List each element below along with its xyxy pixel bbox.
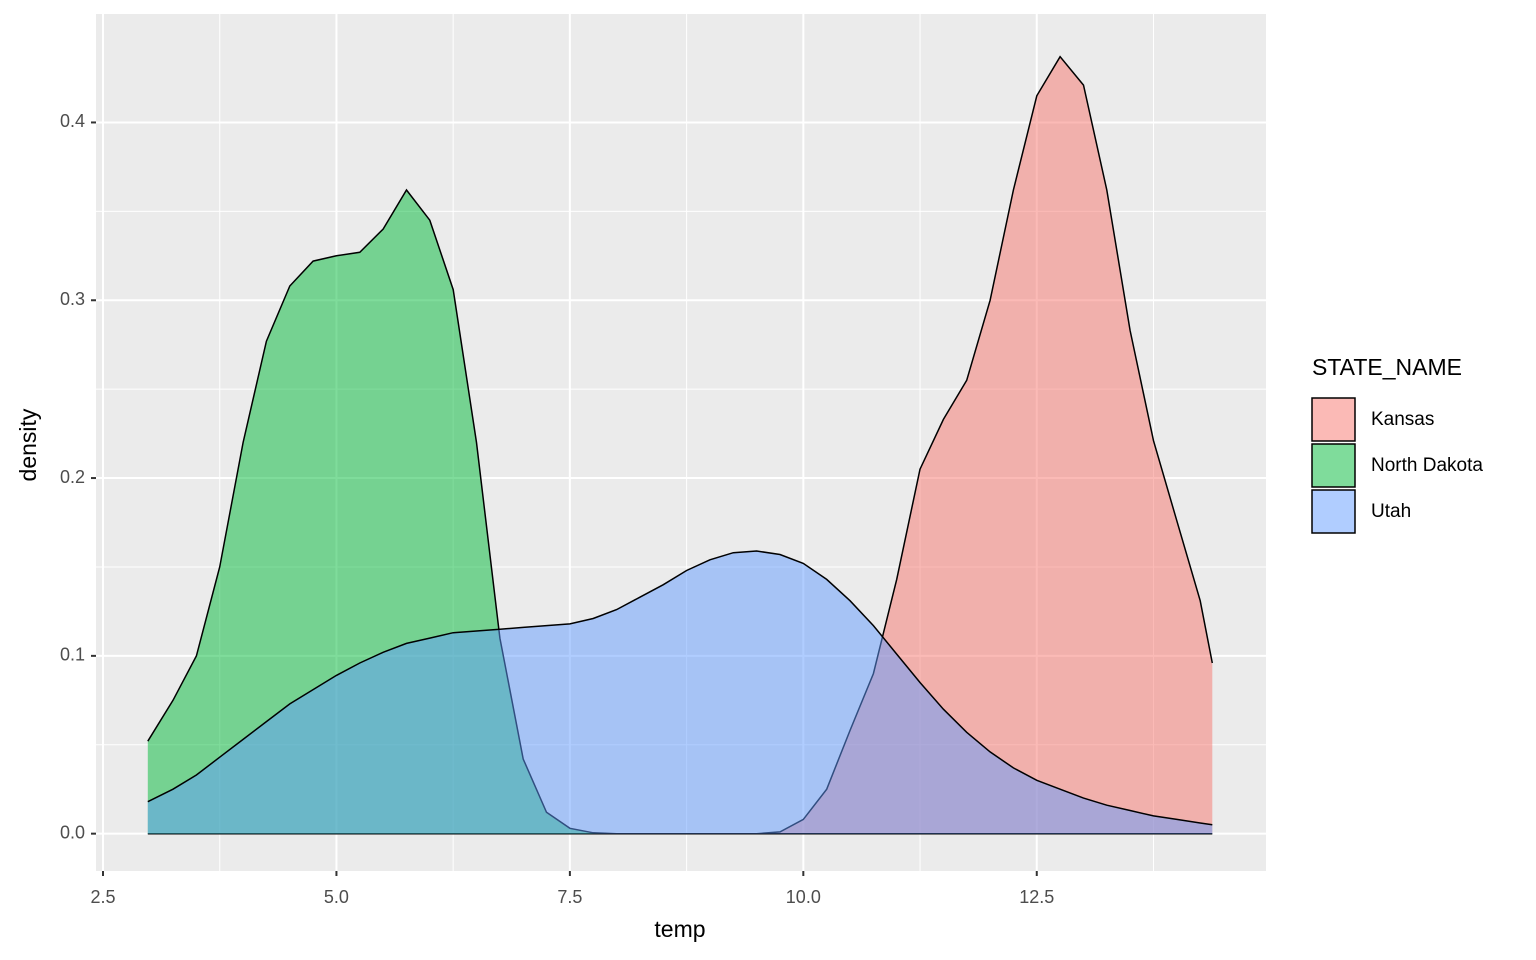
x-tick-label: 12.5 [1019, 887, 1054, 907]
legend-label: North Dakota [1371, 455, 1483, 476]
y-tick-label: 0.2 [60, 467, 85, 487]
density-outline [147, 188, 1213, 835]
x-tick-label: 2.5 [90, 887, 115, 907]
y-tick-label: 0.4 [60, 111, 85, 131]
y-tick-label: 0.1 [60, 645, 85, 665]
x-tick-label: 10.0 [786, 887, 821, 907]
legend-label: Kansas [1371, 409, 1434, 430]
density-outline [147, 550, 1213, 826]
density-area [147, 551, 1213, 834]
density-area [147, 56, 1213, 834]
legend-key [1311, 397, 1356, 442]
x-tick-label: 5.0 [324, 887, 349, 907]
legend-key [1311, 443, 1356, 488]
y-axis-label: density [15, 408, 41, 481]
y-tick-label: 0.0 [60, 822, 85, 842]
x-tick-label: 7.5 [557, 887, 582, 907]
x-axis-label: temp [654, 916, 705, 942]
y-tick-label: 0.3 [60, 289, 85, 309]
legend-label: Utah [1371, 501, 1411, 522]
legend-key [1311, 489, 1356, 534]
legend-title: STATE_NAME [1312, 354, 1462, 380]
